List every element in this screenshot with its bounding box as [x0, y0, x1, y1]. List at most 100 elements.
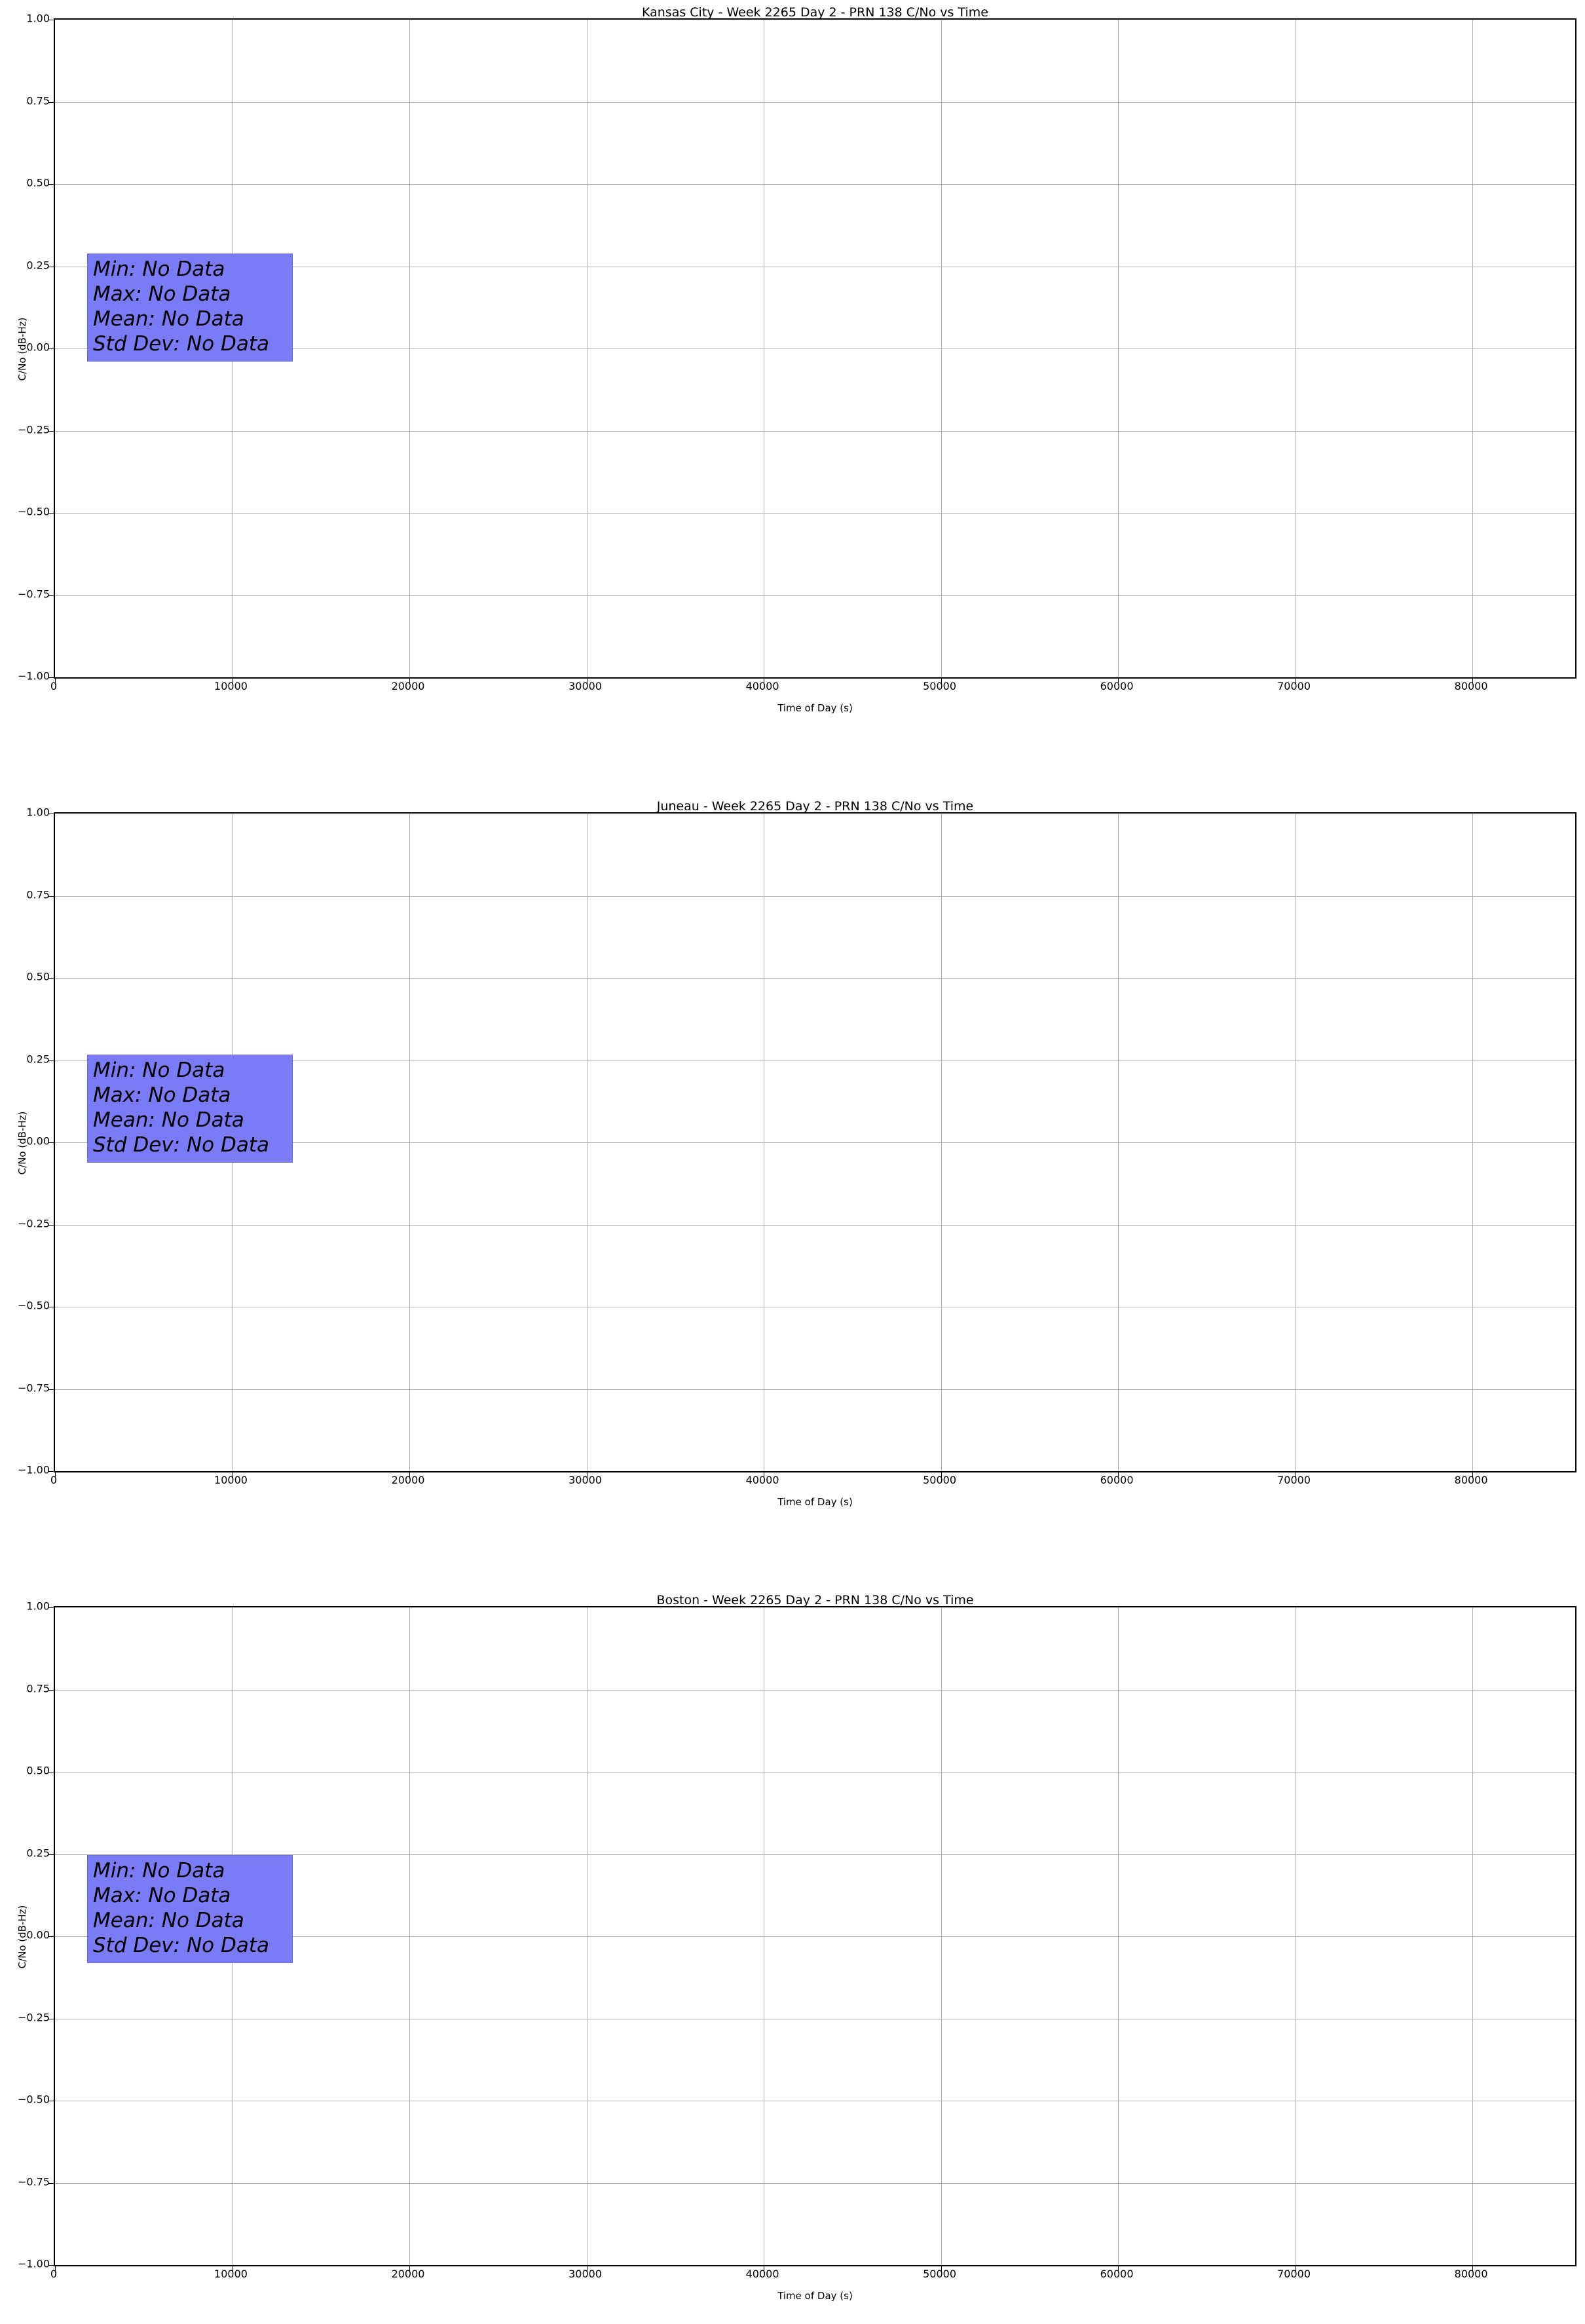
y-axis-tick-label: 0.75: [26, 1682, 50, 1695]
y-axis-tick-label: −0.75: [17, 2175, 50, 2188]
x-axis-tick-label: 40000: [745, 1474, 779, 1486]
gridline-vertical: [409, 814, 411, 1471]
x-axis-tick-label: 0: [50, 2268, 58, 2280]
gridline-horizontal: [55, 1854, 1575, 1855]
y-axis-tick-label: −0.50: [17, 1299, 50, 1312]
gridline-horizontal: [55, 1389, 1575, 1390]
gridline-horizontal: [55, 1689, 1575, 1691]
y-axis-tick-label: 0.25: [26, 1846, 50, 1859]
y-axis-tick: [48, 978, 55, 979]
stats-mean: Mean: No Data: [93, 1909, 244, 1932]
y-axis-tick-label: 0.25: [26, 259, 50, 271]
x-axis-tick: [55, 2265, 56, 2272]
y-axis-tick: [48, 430, 55, 432]
subplot-boston: Boston - Week 2265 Day 2 - PRN 138 C/No …: [0, 1588, 1585, 2324]
x-axis-tick-label: 10000: [214, 680, 248, 692]
gridline-horizontal: [55, 895, 1575, 897]
y-axis-tick-label: 1.00: [26, 806, 50, 819]
x-axis-tick-label: 20000: [391, 680, 425, 692]
x-axis-label: Time of Day (s): [777, 1496, 853, 1508]
x-axis-tick: [1472, 677, 1474, 684]
x-axis-tick-label: 80000: [1454, 2268, 1488, 2280]
x-axis-tick-label: 50000: [923, 2268, 957, 2280]
stats-min: Min: No Data: [93, 257, 225, 281]
x-axis-tick: [55, 677, 56, 684]
y-axis-tick-label: −0.25: [17, 1217, 50, 1229]
gridline-horizontal: [55, 184, 1575, 185]
x-axis-tick-label: 50000: [923, 1474, 957, 1486]
y-axis-tick: [48, 2183, 55, 2184]
y-axis-tick-label: 0.25: [26, 1053, 50, 1065]
y-axis-tick-label: 0.50: [26, 970, 50, 983]
y-axis-tick-label: −0.75: [17, 1381, 50, 1394]
y-axis-tick: [48, 1142, 55, 1143]
y-axis-tick: [48, 1689, 55, 1691]
y-axis-tick-label: 0.75: [26, 94, 50, 107]
x-axis-tick-label: 30000: [569, 2268, 602, 2280]
x-axis-tick-label: 80000: [1454, 1474, 1488, 1486]
stats-mean: Mean: No Data: [93, 307, 244, 331]
y-axis-tick-label: 0.50: [26, 176, 50, 189]
x-axis-tick-label: 60000: [1100, 2268, 1134, 2280]
y-axis-tick: [48, 1936, 55, 1937]
x-axis-label: Time of Day (s): [777, 702, 853, 714]
subplot-juneau: Juneau - Week 2265 Day 2 - PRN 138 C/No …: [0, 794, 1585, 1514]
y-axis-tick: [48, 1471, 55, 1472]
y-axis-tick-label: −1.00: [17, 669, 50, 683]
stats-mean: Mean: No Data: [93, 1108, 244, 1132]
y-axis-tick-label: 1.00: [26, 1600, 50, 1613]
x-axis-tick-label: 80000: [1454, 680, 1488, 692]
y-axis-tick-label: 0.75: [26, 888, 50, 901]
stats-max: Max: No Data: [93, 1884, 231, 1907]
gridline-vertical: [409, 20, 411, 677]
plot-area: [48, 812, 1576, 1478]
y-axis-tick-label: 1.00: [26, 12, 50, 25]
y-axis-tick-label: 0.00: [26, 1134, 50, 1148]
gridline-vertical: [1472, 1607, 1474, 2265]
y-axis-tick: [48, 1060, 55, 1061]
x-axis-tick: [1118, 2265, 1119, 2272]
x-axis-tick-label: 20000: [391, 2268, 425, 2280]
y-axis-tick: [48, 1389, 55, 1390]
x-axis-tick: [55, 1471, 56, 1478]
stats-std-dev: Std Dev: No Data: [93, 332, 269, 356]
y-axis-tick: [48, 1854, 55, 1855]
x-axis-tick: [1472, 2265, 1474, 2272]
x-axis-tick-label: 10000: [214, 1474, 248, 1486]
stats-min: Min: No Data: [93, 1059, 225, 1082]
x-axis-tick: [1118, 1471, 1119, 1478]
x-axis-tick: [409, 677, 411, 684]
x-axis-tick: [409, 2265, 411, 2272]
stats-min: Min: No Data: [93, 1859, 225, 1883]
x-axis-tick-label: 70000: [1277, 680, 1311, 692]
y-axis-tick: [48, 895, 55, 897]
x-axis-tick-label: 10000: [214, 2268, 248, 2280]
gridline-horizontal: [55, 1936, 1575, 1937]
x-axis-tick-label: 30000: [569, 680, 602, 692]
gridline-vertical: [1472, 814, 1474, 1471]
x-axis-tick: [941, 2265, 942, 2272]
gridline-horizontal: [55, 595, 1575, 596]
gridline-horizontal: [55, 513, 1575, 514]
y-axis-tick-label: 0.00: [26, 1928, 50, 1941]
gridline-horizontal: [55, 978, 1575, 979]
gridline-horizontal: [55, 1142, 1575, 1143]
stats-annotation: Min: No Data Max: No Data Mean: No Data …: [87, 253, 293, 362]
x-axis-tick-label: 70000: [1277, 2268, 1311, 2280]
x-axis-tick-label: 20000: [391, 1474, 425, 1486]
y-axis-tick-label: −0.50: [17, 2093, 50, 2106]
gridline-horizontal: [55, 1060, 1575, 1061]
gridline-horizontal: [55, 102, 1575, 103]
x-axis-tick-label: 40000: [745, 2268, 779, 2280]
y-axis-tick-label: −0.25: [17, 423, 50, 436]
chart-title: Boston - Week 2265 Day 2 - PRN 138 C/No …: [656, 1593, 974, 1607]
x-axis-tick-label: 30000: [569, 1474, 602, 1486]
chart-title: Juneau - Week 2265 Day 2 - PRN 138 C/No …: [656, 799, 974, 814]
gridline-horizontal: [55, 2183, 1575, 2184]
x-axis-tick: [941, 1471, 942, 1478]
x-axis-tick: [941, 677, 942, 684]
gridline-vertical: [1118, 20, 1119, 677]
gridline-vertical: [941, 1607, 942, 2265]
y-axis-tick: [48, 2265, 55, 2266]
